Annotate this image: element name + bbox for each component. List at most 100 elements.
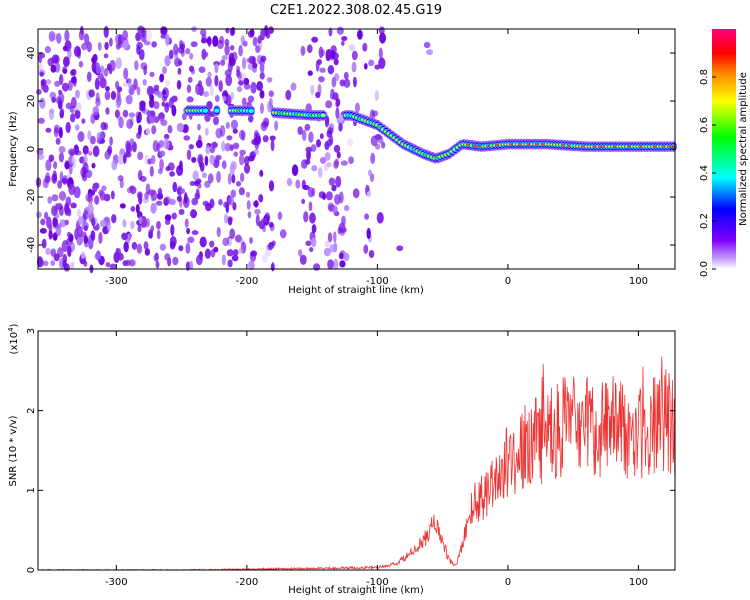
- spectrogram-noise-cell: [143, 40, 151, 46]
- spectrogram-noise-cell: [105, 107, 110, 115]
- spectrogram-noise-cell: [333, 73, 340, 82]
- spectrogram-noise-cell: [149, 71, 155, 78]
- spectrogram-noise-cell: [48, 230, 53, 240]
- spectrogram-noise-cell: [150, 155, 156, 165]
- spectrogram-noise-cell: [354, 102, 360, 113]
- spectrogram-noise-cell: [230, 189, 236, 198]
- spectrogram-noise-cell: [79, 25, 84, 35]
- spectrogram-noise-cell: [221, 140, 226, 152]
- spectrogram-noise-cell: [92, 53, 98, 63]
- spectrogram-noise-cell: [135, 203, 140, 214]
- spectrogram-noise-cell: [95, 62, 101, 75]
- spectrogram-noise-cell: [83, 235, 89, 244]
- spectrogram-noise-cell: [149, 94, 154, 101]
- y-tick-label: 0: [26, 146, 37, 152]
- spectrogram-noise-cell: [138, 216, 143, 225]
- spectrogram-noise-cell: [134, 60, 139, 71]
- spectrogram-noise-cell: [285, 89, 292, 101]
- spectrogram-noise-cell: [224, 142, 232, 152]
- spectrogram-noise-cell: [204, 155, 209, 167]
- spectrogram-noise-cell: [162, 66, 167, 74]
- spectrogram-noise-cell: [164, 253, 171, 261]
- spectrogram-noise-cell: [171, 95, 178, 103]
- spectrogram-noise-cell: [145, 29, 153, 42]
- spectrogram-noise-cell: [241, 97, 247, 107]
- spectrogram-noise-cell: [103, 122, 109, 131]
- spectrogram-noise-cell: [338, 191, 344, 204]
- spectrogram-noise-cell: [319, 156, 327, 164]
- spectrogram-noise-cell: [378, 47, 383, 59]
- spectrogram-noise-cell: [76, 209, 82, 218]
- spectrogram-noise-cell: [225, 121, 230, 129]
- spectrogram-noise-cell: [368, 169, 372, 177]
- spectrogram-noise-cell: [39, 228, 47, 234]
- x-tick-label: 0: [505, 276, 511, 287]
- spectrogram-noise-cell: [339, 260, 346, 268]
- spectrogram-noise-cell: [40, 218, 46, 226]
- snr-ylabel: SNR (10 * v/v): [8, 415, 19, 486]
- spectrogram-noise-cell: [226, 249, 234, 257]
- x-tick-label: -100: [366, 276, 389, 287]
- spectrogram-noise-cell: [115, 57, 122, 70]
- spectrogram-noise-cell: [317, 167, 323, 178]
- spectrogram-noise-cell: [255, 214, 260, 227]
- spectrogram-noise-cell: [297, 126, 303, 136]
- spectrogram-noise-cell: [209, 84, 214, 97]
- spectrogram-noise-cell: [252, 36, 258, 47]
- spectrogram-noise-cell: [48, 154, 55, 162]
- spectrogram-ridge-cell: [320, 114, 326, 117]
- spectrogram-noise-cell: [83, 225, 88, 232]
- spectrogram-noise-cell: [325, 100, 333, 109]
- spectrogram-noise-cell: [259, 89, 265, 99]
- spectrogram-noise-cell: [229, 163, 235, 176]
- spectrogram-noise-cell: [324, 151, 331, 161]
- spectrogram-noise-cell: [335, 107, 340, 119]
- spectrogram-noise-cell: [121, 232, 128, 241]
- spectrogram-noise-cell: [224, 38, 230, 46]
- spectrogram-noise-cell: [352, 188, 360, 199]
- spectrogram-noise-cell: [210, 248, 216, 258]
- spectrogram-noise-cell: [116, 86, 123, 93]
- spectrogram-noise-cell: [136, 243, 143, 254]
- spectrogram-noise-cell: [227, 173, 232, 185]
- spectrogram-noise-cell: [136, 132, 142, 139]
- spectrogram-noise-cell: [311, 165, 318, 172]
- spectrogram-noise-cell: [105, 261, 111, 268]
- spectrogram-noise-cell: [104, 90, 111, 101]
- spectrogram-noise-cell: [148, 97, 155, 109]
- spectrogram-noise-cell: [176, 80, 182, 90]
- spectrogram-noise-cell: [133, 78, 138, 90]
- spectrogram-noise-cell: [378, 57, 386, 69]
- spectrogram-noise-cell: [161, 101, 166, 107]
- snr-ticks: -300 -200 -100 0 100 0 1 2 3: [26, 328, 675, 588]
- spectrogram-noise-cell: [327, 259, 334, 270]
- spectrogram-noise-cell: [82, 145, 89, 155]
- spectrogram-noise-cell: [221, 55, 228, 61]
- spectrogram-noise-cell: [245, 191, 251, 198]
- spectrogram-noise-cell: [214, 94, 220, 103]
- spectrogram-noise-cell: [122, 37, 129, 50]
- spectrogram-noise-cell: [70, 261, 75, 270]
- spectrogram-noise-cell: [237, 71, 242, 80]
- spectrogram-noise-cell: [98, 232, 103, 244]
- spectrogram-noise-cell: [62, 45, 68, 52]
- colorbar-gradient: [712, 29, 736, 269]
- spectrogram-noise-cell: [201, 172, 207, 179]
- spectrogram-noise-cell: [348, 44, 356, 52]
- spectrogram-noise-cell: [103, 53, 109, 59]
- spectrogram-noise-cell: [172, 181, 178, 193]
- spectrogram-noise-cell: [251, 56, 257, 66]
- figure-title: C2E1.2022.308.02.45.G19: [270, 3, 442, 18]
- spectrogram-noise-cell: [305, 240, 312, 247]
- spectrogram-noise-cell: [150, 202, 157, 214]
- spectrogram-noise-cell: [157, 91, 164, 99]
- spectrogram-noise-cell: [96, 132, 103, 142]
- spectrogram-noise-cell: [153, 84, 160, 91]
- spectrogram-noise-cell: [268, 221, 274, 228]
- spectrogram-noise-cell: [222, 237, 230, 247]
- y-tick-label: 3: [26, 328, 37, 334]
- spectrogram-noise-cell: [50, 260, 56, 266]
- colorbar-ticks: 0.0 0.2 0.4 0.6 0.8: [699, 69, 716, 277]
- spectrogram-noise-cell: [307, 70, 313, 76]
- spectrogram-noise-cell: [45, 247, 51, 255]
